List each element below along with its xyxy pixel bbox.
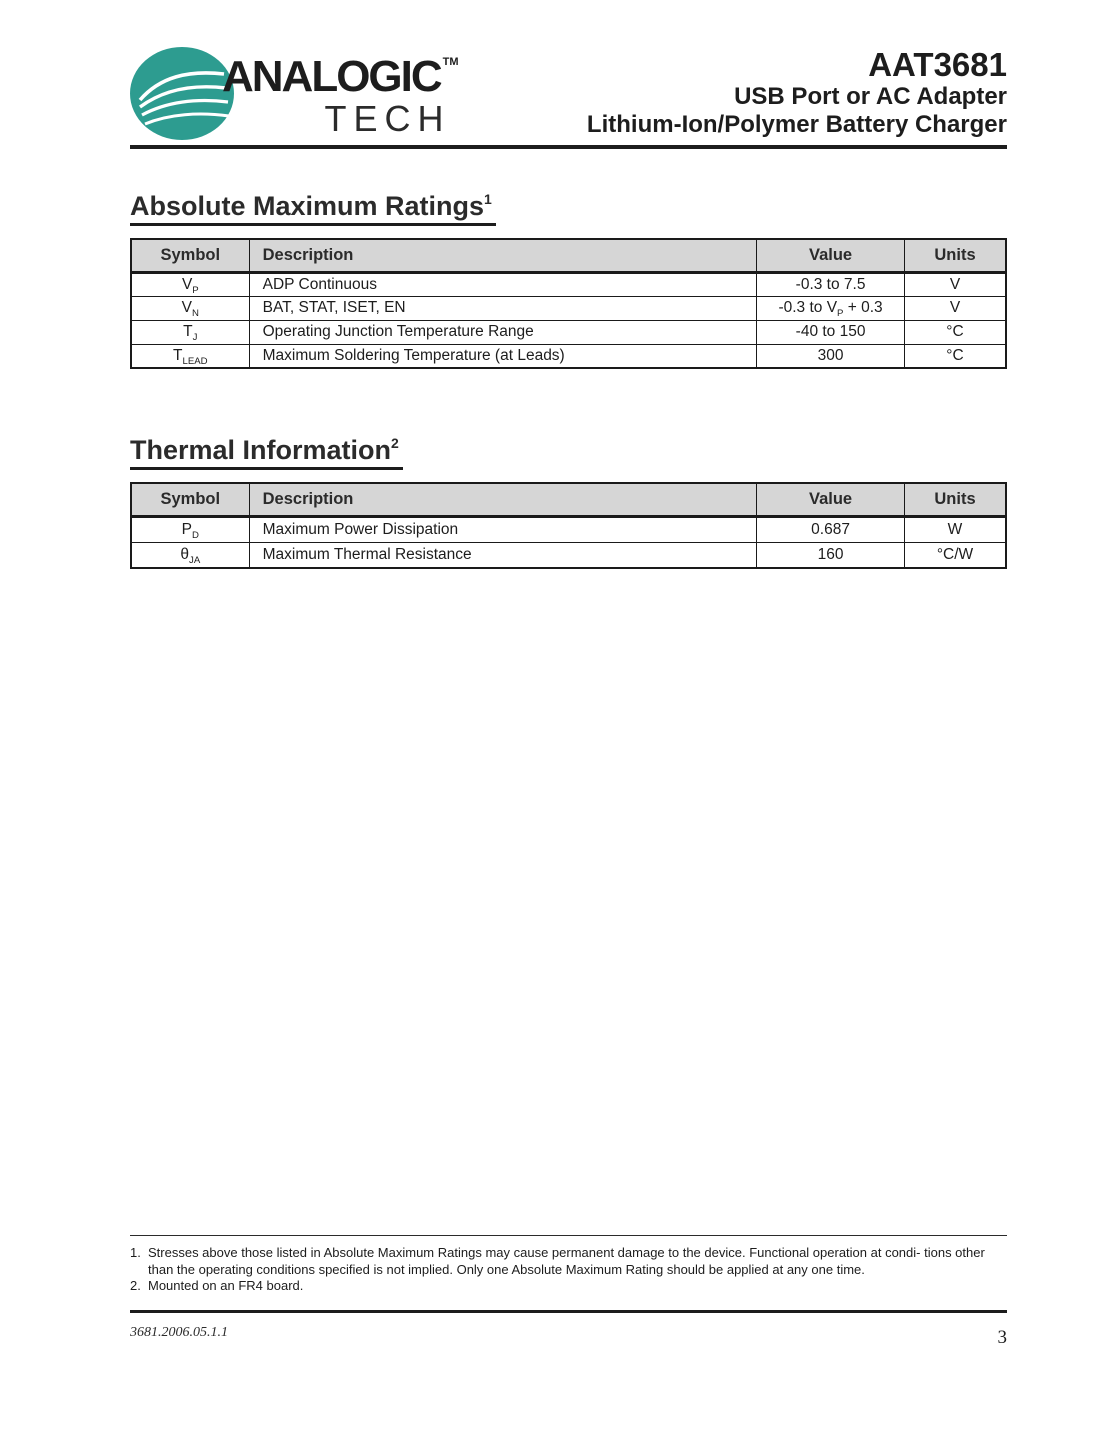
section-title-text: Thermal Information (130, 435, 392, 465)
description-cell: Maximum Power Dissipation (248, 515, 758, 543)
subtitle-line-1: USB Port or AC Adapter (734, 83, 1007, 110)
table-row: VN BAT, STAT, ISET, EN -0.3 to VP + 0.3 V (130, 295, 1007, 321)
table-header-row: Symbol Description Value Units (130, 482, 1007, 518)
cell-text: P (181, 520, 193, 538)
footnote-number: 1. (130, 1245, 141, 1260)
subscript-text: P (837, 308, 844, 320)
symbol-cell: VN (130, 295, 250, 321)
section-absolute-maximum-ratings: Absolute Maximum Ratings1 Symbol Descript… (130, 149, 1007, 369)
column-header-value: Value (756, 238, 905, 274)
description-cell: Operating Junction Temperature Range (248, 319, 758, 345)
footer-divider (130, 1309, 1007, 1313)
footnote-line: Stresses above those listed in Absolute … (148, 1245, 921, 1260)
value-cell: 300 (756, 343, 905, 369)
absolute-maximum-ratings-table: Symbol Description Value Units VP ADP Contin… (130, 238, 1007, 369)
brand-name-top: ANALOGIC TM (222, 55, 459, 99)
cell-text: V (181, 299, 193, 316)
subscript-text: N (192, 308, 199, 320)
column-header-description: Description (248, 482, 758, 518)
description-cell: BAT, STAT, ISET, EN (248, 295, 758, 321)
table-row: TLEAD Maximum Soldering Temperature (at L… (130, 343, 1007, 369)
description-cell: Maximum Soldering Temperature (at Leads) (248, 343, 758, 369)
table-row: θJA Maximum Thermal Resistance 160 °C/W (130, 541, 1007, 569)
table-header-row: Symbol Description Value Units (130, 238, 1007, 274)
analogictech-logo-icon (130, 47, 234, 140)
page-header: ANALOGIC TM TECH AAT3681 USB Port or AC A… (130, 0, 1007, 140)
brand-wordmark: ANALOGIC TM TECH (222, 55, 459, 137)
cell-text: + 0.3 (843, 299, 883, 316)
document-code: 3681.2006.05.1.1 (130, 1324, 228, 1340)
subscript-text: P (192, 284, 199, 296)
table-row: VP ADP Continuous -0.3 to 7.5 V (130, 271, 1007, 297)
column-header-symbol: Symbol (130, 238, 250, 274)
units-cell: °C (904, 319, 1007, 345)
value-cell: 0.687 (756, 515, 905, 543)
subtitle-line-2: Lithium-Ion/Polymer Battery Charger (586, 111, 1007, 138)
subscript-text: LEAD (182, 355, 208, 367)
footnote-text: Stresses above those listed in Absolute … (148, 1245, 1007, 1278)
column-header-description: Description (248, 238, 758, 274)
symbol-cell: PD (130, 515, 250, 543)
document-title-block: AAT3681 USB Port or AC Adapter Lithium-I… (587, 47, 1007, 140)
section-title-text: Absolute Maximum Ratings (130, 191, 485, 221)
cell-text: -0.3 to V (778, 299, 838, 316)
page-number: 3 (997, 1326, 1008, 1348)
cell-text: T (173, 346, 183, 364)
value-cell: 160 (756, 541, 905, 569)
cell-text: θ (180, 545, 190, 563)
section-title-absolute-maximum-ratings: Absolute Maximum Ratings1 (130, 191, 496, 226)
subscript-text: D (192, 529, 199, 541)
symbol-cell: TLEAD (130, 343, 250, 369)
units-cell: °C/W (904, 541, 1007, 569)
footnote-1: 1. Stresses above those listed in Absolu… (130, 1245, 1007, 1278)
value-cell: -40 to 150 (756, 319, 905, 345)
units-cell: °C (904, 343, 1007, 369)
symbol-cell: θJA (130, 541, 250, 569)
page-footer: 3681.2006.05.1.1 3 (130, 1325, 1007, 1349)
thermal-information-table: Symbol Description Value Units PD Maximum Po… (130, 482, 1007, 569)
subscript-text: J (192, 332, 198, 344)
column-header-value: Value (756, 482, 905, 518)
page-bottom-area: 1. Stresses above those listed in Absolu… (130, 1235, 1007, 1349)
column-header-units: Units (904, 238, 1007, 274)
brand-name-text: ANALOGIC (222, 52, 443, 101)
description-cell: Maximum Thermal Resistance (248, 541, 758, 569)
subscript-text: JA (189, 554, 201, 566)
column-header-units: Units (904, 482, 1007, 518)
footnote-divider (130, 1235, 1007, 1236)
footnote-reference: 2 (391, 435, 399, 451)
footnote-2: 2. Mounted on an FR4 board. (130, 1278, 1007, 1295)
table-row: PD Maximum Power Dissipation 0.687 W (130, 515, 1007, 543)
brand-name-bottom: TECH (324, 98, 451, 139)
footnote-reference: 1 (484, 191, 492, 207)
footnote-line: tions other than the operating condition… (148, 1245, 985, 1277)
footnote-text: Mounted on an FR4 board. (148, 1278, 1007, 1295)
column-header-symbol: Symbol (130, 482, 250, 518)
cell-text: T (183, 323, 193, 340)
units-cell: V (904, 271, 1007, 297)
section-title-thermal-information: Thermal Information2 (130, 435, 403, 470)
units-cell: V (904, 295, 1007, 321)
footnote-line: Mounted on an FR4 board. (148, 1278, 304, 1293)
trademark-symbol: TM (442, 56, 459, 68)
cell-text: V (181, 275, 193, 293)
section-thermal-information: Thermal Information2 Symbol Description Va… (130, 369, 1007, 569)
units-cell: W (904, 515, 1007, 543)
description-cell: ADP Continuous (248, 271, 758, 297)
footnote-number: 2. (130, 1278, 141, 1293)
footnotes: 1. Stresses above those listed in Absolu… (130, 1245, 1007, 1295)
part-number: AAT3681 (868, 46, 1007, 83)
table-row: TJ Operating Junction Temperature Range -4… (130, 319, 1007, 345)
brand-block: ANALOGIC TM TECH (130, 47, 459, 140)
value-cell: -0.3 to 7.5 (756, 271, 905, 297)
symbol-cell: TJ (130, 319, 250, 345)
symbol-cell: VP (130, 271, 250, 297)
header-divider (130, 145, 1007, 149)
value-cell: -0.3 to VP + 0.3 (756, 295, 905, 321)
